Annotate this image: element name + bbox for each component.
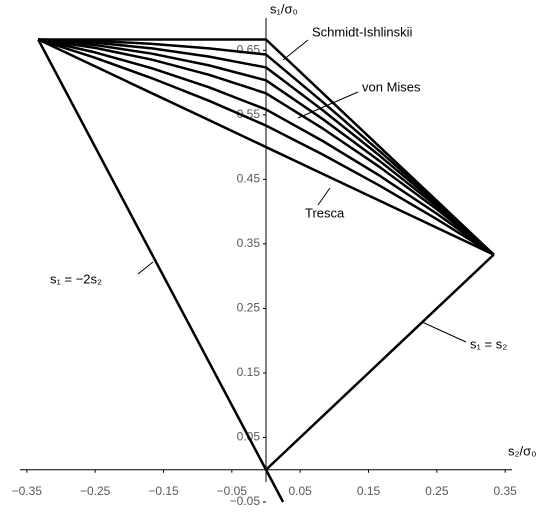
x-tick-label: −0.15 — [148, 484, 179, 498]
x-tick-label: 0.25 — [425, 484, 449, 498]
curve — [38, 38, 495, 256]
annotation: Tresca — [305, 205, 345, 220]
annotation: von Mises — [362, 79, 421, 94]
annotation: s₁ = s₂ — [470, 336, 507, 351]
y-tick-label: 0.35 — [237, 236, 261, 250]
y-tick-label: 0.45 — [237, 172, 261, 186]
curve — [265, 253, 495, 471]
annotation-leader — [297, 91, 359, 119]
x-axis-title: s₂/σ₀ — [508, 443, 537, 458]
y-tick-label: 0.15 — [237, 365, 261, 379]
annotation-leader — [421, 321, 467, 343]
annotation-leader — [137, 261, 154, 275]
y-axis-title: s₁/σ₀ — [270, 1, 298, 16]
curve — [37, 38, 495, 256]
annotation-leader — [317, 187, 331, 206]
curve — [37, 38, 495, 256]
annotation-leader — [282, 39, 309, 61]
x-tick-label: −0.35 — [12, 484, 43, 498]
x-tick-label: 0.35 — [493, 484, 517, 498]
x-tick-label: −0.05 — [217, 484, 248, 498]
annotation: Schmidt-Ishlinskii — [312, 24, 413, 39]
curve — [38, 38, 495, 256]
curve — [38, 38, 495, 256]
curve — [37, 38, 285, 503]
curve — [38, 38, 495, 256]
y-tick-label: 0.25 — [237, 301, 261, 315]
x-tick-label: 0.05 — [288, 484, 312, 498]
y-tick-label: −0.05 — [230, 494, 261, 508]
curve — [37, 38, 495, 256]
annotation: s₁ = −2s₂ — [50, 271, 102, 286]
y-tick-label: 0.55 — [237, 107, 261, 121]
x-tick-label: 0.15 — [357, 484, 381, 498]
x-tick-label: −0.25 — [80, 484, 111, 498]
curve — [38, 38, 495, 256]
